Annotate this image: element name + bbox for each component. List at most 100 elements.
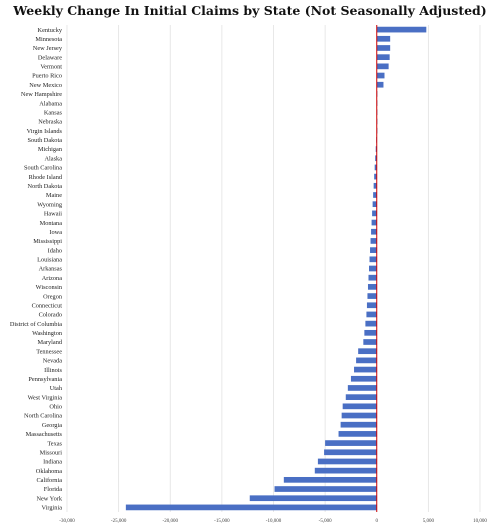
bar-arkansas xyxy=(369,265,377,272)
bar-new-jersey xyxy=(376,45,391,51)
bar-north-carolina xyxy=(341,412,377,419)
bar-vermont xyxy=(376,63,389,70)
category-label: Missouri xyxy=(40,449,63,456)
category-label: Alaska xyxy=(45,155,63,162)
bar-new-york xyxy=(249,495,377,502)
bar-puerto-rico xyxy=(376,72,385,79)
bar-oregon xyxy=(367,293,377,299)
category-label: Pennsylvania xyxy=(28,376,62,383)
bar-alaska xyxy=(375,155,377,162)
category-label: North Dakota xyxy=(28,183,63,190)
x-tick-label: -5,000 xyxy=(319,519,332,524)
bar-montana xyxy=(371,219,377,226)
bar-south-carolina xyxy=(374,164,377,171)
category-label: Delaware xyxy=(38,54,62,61)
bar-tennessee xyxy=(358,348,377,355)
category-label: Alabama xyxy=(39,100,62,107)
bar-pennsylvania xyxy=(350,375,377,382)
category-label: Arizona xyxy=(42,275,62,282)
category-label: Massachusetts xyxy=(26,431,63,438)
bar-idaho xyxy=(370,247,377,253)
category-label: Washington xyxy=(32,330,63,337)
x-tick-label: -15,000 xyxy=(214,519,230,524)
bar-texas xyxy=(325,440,377,446)
category-label: Nevada xyxy=(43,358,62,365)
bar-maine xyxy=(373,192,377,198)
bar-new-mexico xyxy=(376,81,384,88)
category-label: Virgin Islands xyxy=(27,128,63,135)
bar-district-of-columbia xyxy=(365,320,377,327)
bar-michigan xyxy=(375,146,377,152)
bar-iowa xyxy=(371,228,377,235)
bar-hawaii xyxy=(372,210,377,217)
bar-indiana xyxy=(317,458,377,465)
bar-missouri xyxy=(324,449,377,456)
category-label: Kentucky xyxy=(38,27,63,34)
category-label: Tennessee xyxy=(36,348,62,355)
x-tick-label: 0 xyxy=(376,519,379,524)
category-label: Michigan xyxy=(38,146,63,153)
category-label: Arkansas xyxy=(39,266,63,273)
bar-delaware xyxy=(376,54,390,61)
category-label: Iowa xyxy=(49,229,62,236)
category-label: Rhode Island xyxy=(29,174,63,181)
category-label: Florida xyxy=(44,486,62,493)
category-label: North Carolina xyxy=(24,413,62,420)
bar-colorado xyxy=(366,311,377,318)
bar-georgia xyxy=(340,421,377,428)
category-label: Nebraska xyxy=(38,119,62,126)
x-tick-label: 10,000 xyxy=(473,519,487,524)
category-label: New York xyxy=(36,495,62,502)
bar-mississippi xyxy=(370,238,377,244)
bar-california xyxy=(283,476,377,483)
category-label: Minnesota xyxy=(35,36,62,43)
category-label: Oklahoma xyxy=(36,468,62,475)
category-label: Montana xyxy=(40,220,63,227)
chart-title: Weekly Change In Initial Claims by State… xyxy=(13,3,487,18)
category-label: Connecticut xyxy=(32,302,63,309)
category-label: Wyoming xyxy=(37,201,63,208)
x-tick-label: -25,000 xyxy=(111,519,127,524)
category-label: South Dakota xyxy=(28,137,63,144)
category-label: Puerto Rico xyxy=(32,73,62,80)
bar-florida xyxy=(274,486,377,492)
category-label: Idaho xyxy=(48,247,62,254)
bar-arizona xyxy=(368,274,377,281)
bar-virginia xyxy=(125,504,377,511)
bar-ohio xyxy=(342,403,377,410)
category-label: Hawaii xyxy=(44,211,62,218)
category-label: New Mexico xyxy=(29,82,62,89)
category-label: Illinois xyxy=(44,367,62,374)
category-label: California xyxy=(36,477,62,484)
category-label: Louisiana xyxy=(37,257,62,264)
x-tick-label: 5,000 xyxy=(423,519,435,524)
category-label: Oregon xyxy=(43,293,63,300)
category-label: Texas xyxy=(47,440,62,447)
bar-oklahoma xyxy=(314,467,377,474)
category-label: Colorado xyxy=(39,312,62,319)
bar-north-dakota xyxy=(373,182,377,189)
bar-maryland xyxy=(363,339,377,345)
bar-nevada xyxy=(356,357,377,364)
bar-rhode-island xyxy=(374,173,377,180)
x-tick-label: -20,000 xyxy=(163,519,179,524)
category-label: Georgia xyxy=(42,422,62,429)
bar-washington xyxy=(364,329,377,336)
bar-kentucky xyxy=(376,26,427,33)
bar-utah xyxy=(347,385,377,391)
category-label: New Jersey xyxy=(33,45,63,52)
category-label: Indiana xyxy=(43,459,62,466)
category-label: New Hampshire xyxy=(21,91,62,98)
bar-west-virginia xyxy=(345,394,377,400)
category-label: Mississippi xyxy=(33,238,62,245)
category-label: West Virginia xyxy=(28,394,63,401)
category-label: Ohio xyxy=(49,404,62,411)
category-label: Wisconsin xyxy=(36,284,63,291)
bar-connecticut xyxy=(366,302,377,309)
bar-wyoming xyxy=(372,201,377,208)
category-label: Virginia xyxy=(42,505,63,512)
bar-wisconsin xyxy=(367,284,377,290)
bar-louisiana xyxy=(369,256,377,263)
x-tick-label: -30,000 xyxy=(59,519,75,524)
